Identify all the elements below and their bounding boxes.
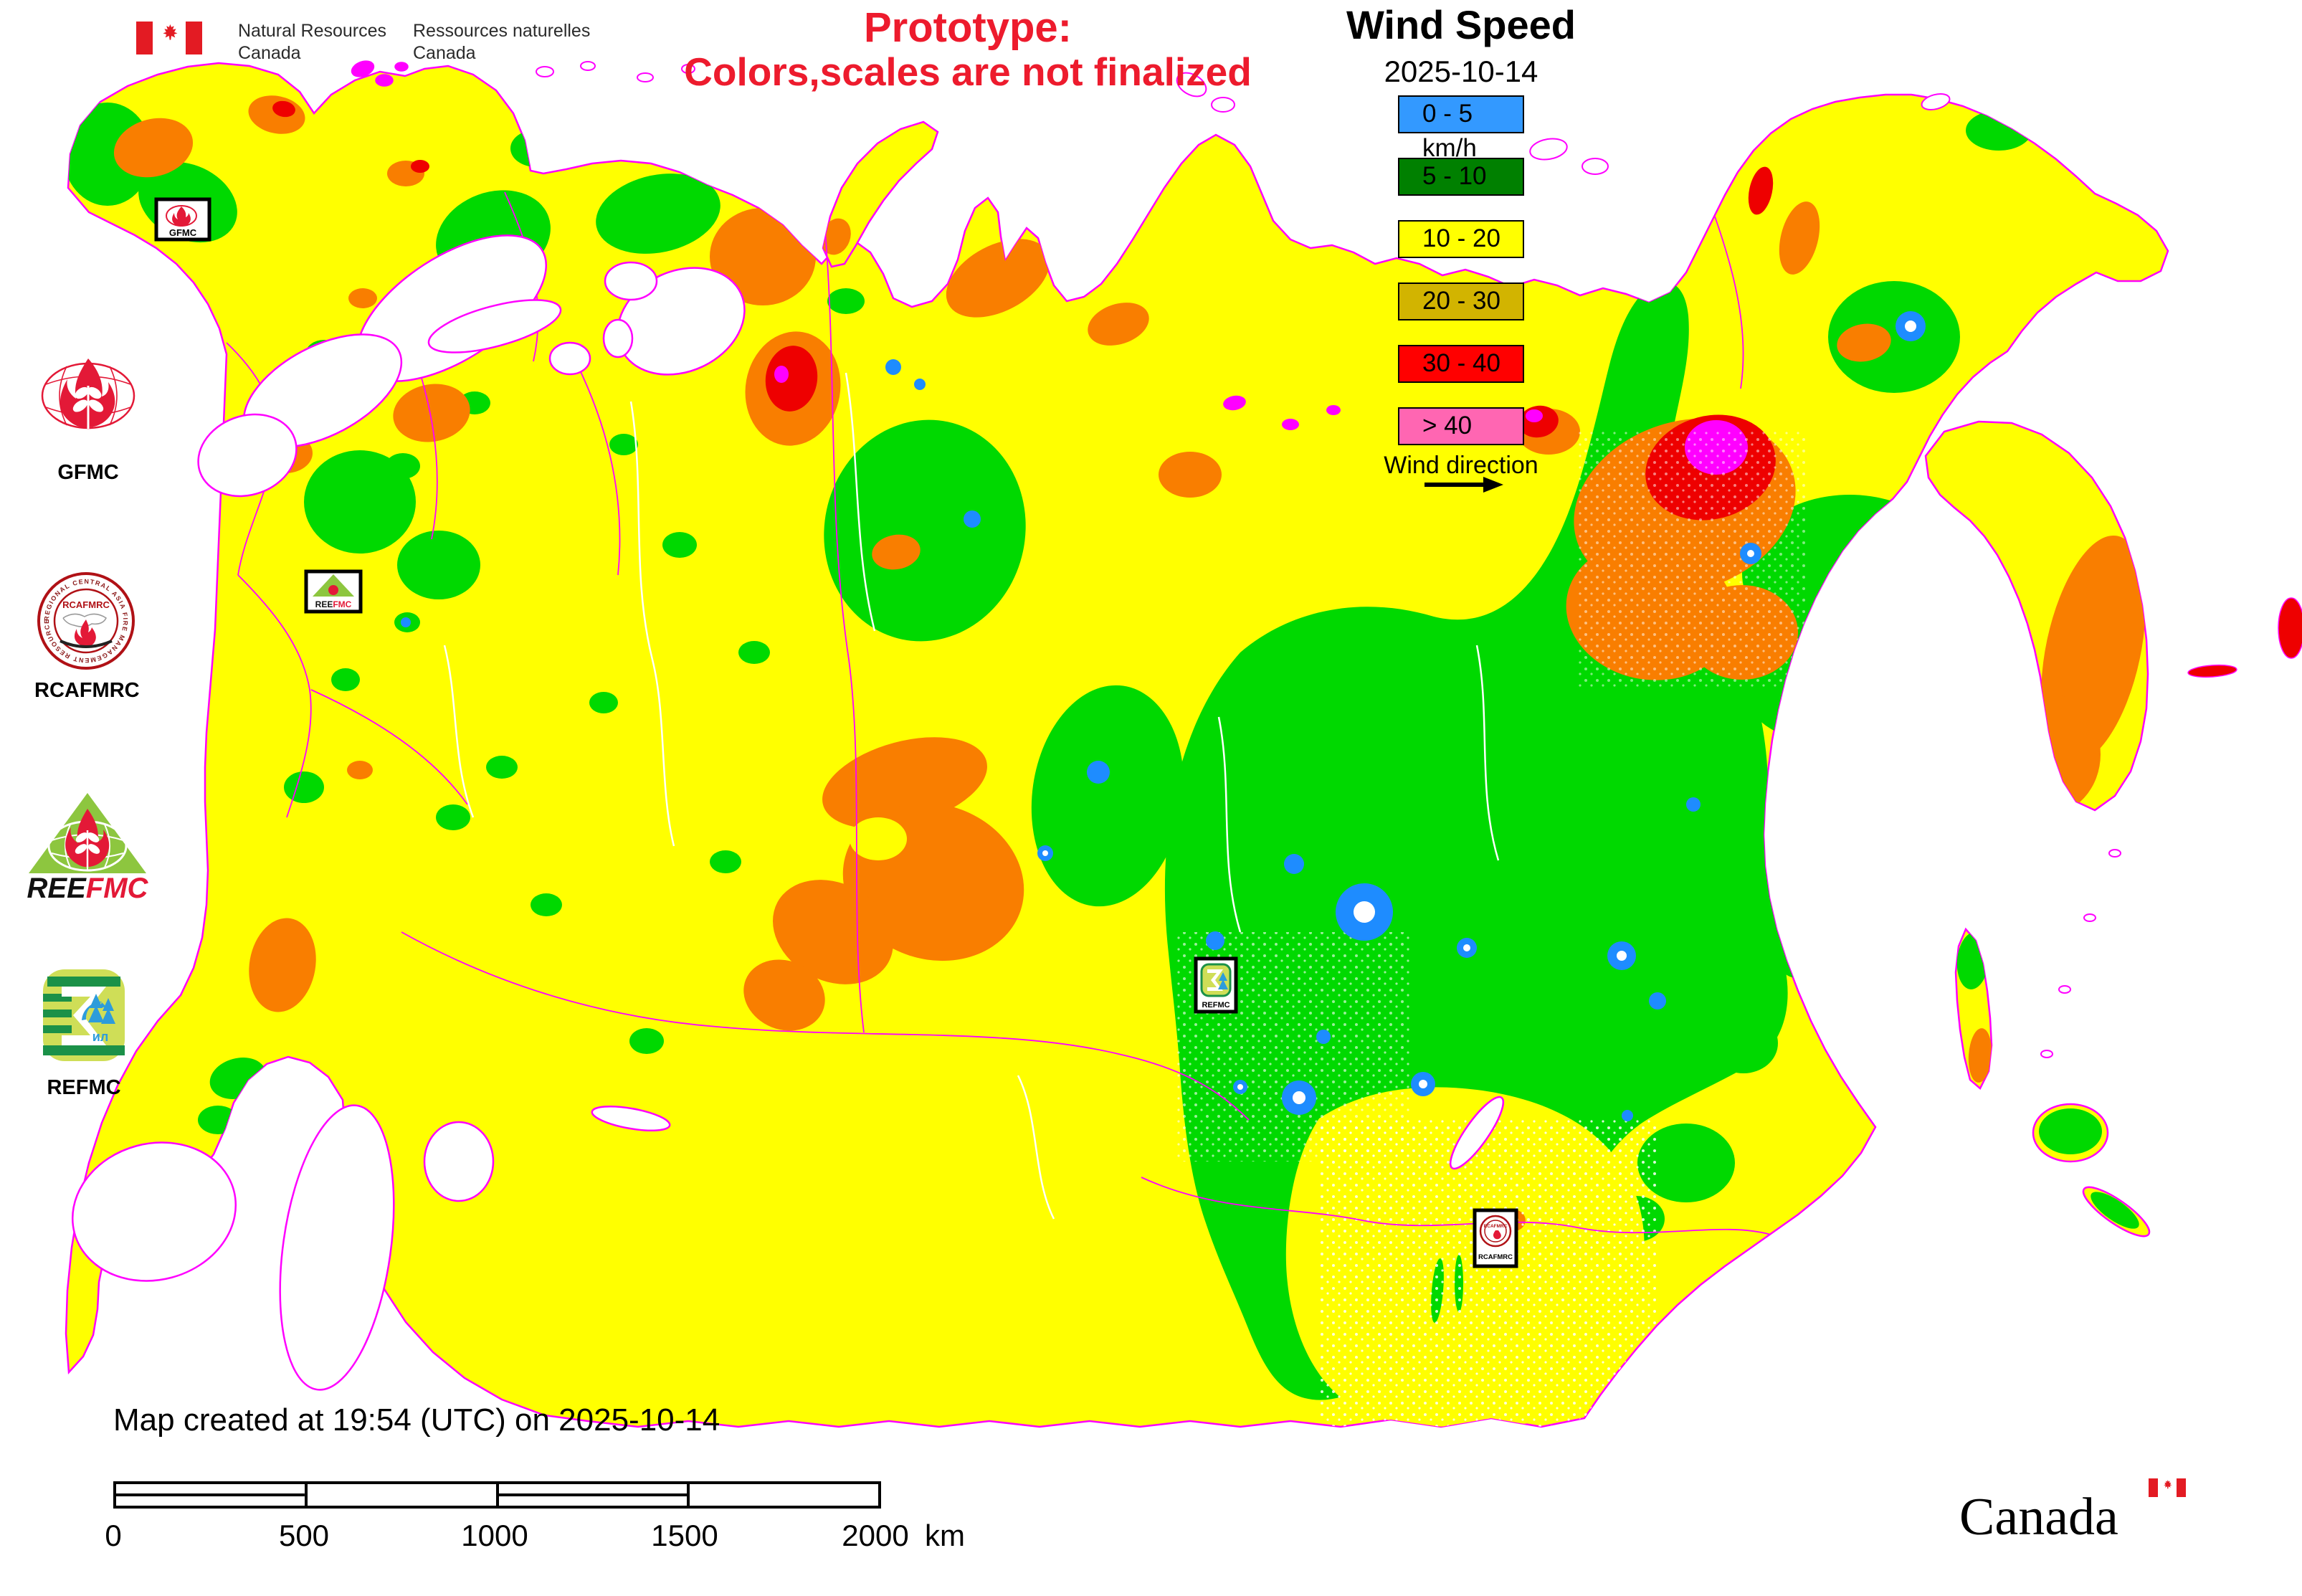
map-marker-refmc: REFMC <box>1194 956 1238 1014</box>
canada-wordmark-flag-icon <box>2149 1478 2186 1497</box>
map-marker-gfmc: GFMC <box>154 197 211 242</box>
gfmc-flame-icon <box>172 206 191 227</box>
scale-bar <box>113 1481 881 1509</box>
reefmc-logo-icon: REEFMC <box>27 793 149 904</box>
nrcan-signature: Natural Resources Canada Ressources natu… <box>136 20 710 70</box>
sea-areas <box>71 234 1505 1391</box>
canada-wordmark: Canada <box>1959 1478 2186 1548</box>
scale-tick-500: 500 <box>278 1519 330 1552</box>
islands-extreme-wind <box>351 60 409 87</box>
svg-text:REEFMC: REEFMC <box>27 873 149 903</box>
gfmc-logo-icon <box>41 358 135 429</box>
svg-text:RCAFMRC: RCAFMRC <box>62 599 110 610</box>
scale-tick-1500: 1500 <box>651 1519 718 1552</box>
refmc-tree-icon <box>1218 972 1228 989</box>
orange-yellow-hole <box>850 817 907 860</box>
legend-title: Wind Speed <box>1346 2 1576 47</box>
nrcan-title-en: Natural Resources Canada <box>238 21 387 63</box>
refmc-logo: ил REFMC <box>40 966 128 1100</box>
legend-item-40plus: > 40 <box>1398 407 1524 445</box>
legend-item-20-30: 20 - 30 <box>1398 282 1524 320</box>
legend-item-0-5: 0 - 5 km/h <box>1398 95 1524 162</box>
rivers <box>443 372 1500 1220</box>
islands <box>536 61 2121 1058</box>
gfmc-label: GFMC <box>57 461 119 484</box>
nrcan-title-fr: Ressources naturelles Canada <box>413 21 591 63</box>
wind-region-0-5-group <box>142 275 1926 1121</box>
wind-direction-arrow-icon <box>1425 477 1503 493</box>
legend-item-5-10: 5 - 10 <box>1398 158 1524 196</box>
scale-tick-0: 0 <box>105 1519 122 1552</box>
scale-tick-2000: 2000 <box>842 1519 909 1552</box>
svg-text:RCAFMRC: RCAFMRC <box>1484 1224 1508 1229</box>
islands-severe-wind <box>2187 597 2302 678</box>
refmc-label: REFMC <box>47 1076 121 1099</box>
rcafmrc-logo: REGIONAL CENTRAL ASIA FIRE MANAGEMENT RE… <box>32 562 140 703</box>
prototype-note: Prototype: Colors,scales are not finaliz… <box>684 4 1252 94</box>
svg-text:REEFMC: REEFMC <box>315 599 352 609</box>
refmc-logo-icon: ил <box>43 969 125 1061</box>
reefmc-logo: REEFMC <box>26 789 149 907</box>
reefmc-flame-icon <box>328 585 338 595</box>
rcafmrc-flame-icon <box>1493 1230 1501 1240</box>
legend-item-30-40: 30 - 40 <box>1398 345 1524 383</box>
map-marker-reefmc: REEFMC <box>304 569 363 614</box>
rcafmrc-label: RCAFMRC <box>34 679 140 702</box>
scale-unit: km <box>925 1519 965 1552</box>
map-marker-rcafmrc: RCAFMRC RCAFMRC <box>1473 1208 1518 1268</box>
svg-text:RCAFMRC: RCAFMRC <box>1478 1253 1513 1261</box>
gfmc-logo: GFMC <box>37 348 139 485</box>
legend-item-10-20: 10 - 20 <box>1398 220 1524 258</box>
svg-text:ил: ил <box>92 1030 109 1044</box>
wind-direction-label: Wind direction <box>1384 452 1538 479</box>
canada-flag-icon <box>136 22 202 54</box>
svg-text:REFMC: REFMC <box>1202 1001 1230 1010</box>
scale-tick-1000: 1000 <box>461 1519 528 1552</box>
rcafmrc-logo-icon: REGIONAL CENTRAL ASIA FIRE MANAGEMENT RE… <box>32 562 135 670</box>
legend-date: 2025-10-14 <box>1384 54 1538 88</box>
map-created-text: Map created at 19:54 (UTC) on 2025-10-14 <box>113 1402 720 1438</box>
admin-borders <box>226 191 1771 1235</box>
svg-text:GFMC: GFMC <box>169 227 197 238</box>
terrain-speckle <box>1176 430 1807 1427</box>
